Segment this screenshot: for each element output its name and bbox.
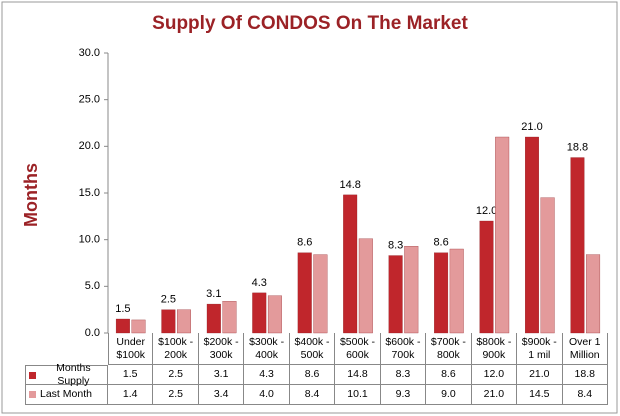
category-label: $400k - 500k [289,333,336,365]
legend-swatch [29,371,36,379]
table-value: 3.1 [198,365,245,385]
data-label: 8.3 [388,239,403,251]
bar [161,309,176,334]
category-label: $300k - 400k [244,333,290,365]
y-tick-label: 25.0 [79,94,100,106]
data-label: 4.3 [252,277,267,289]
data-label: 18.8 [567,141,588,153]
y-tick-label: 5.0 [85,280,100,292]
data-label: 12.0 [476,205,497,217]
bar [267,295,282,334]
category-label: $800k - 900k [471,333,518,365]
y-tick-label: 20.0 [79,140,100,152]
legend-swatch [29,391,36,398]
data-label: 14.8 [339,179,360,191]
bar [586,254,601,334]
data-label: 8.6 [297,237,312,249]
category-label: $600k - 700k [380,333,427,365]
bar [206,303,221,334]
table-value: 1.4 [108,385,154,405]
data-label: 8.6 [433,237,448,249]
table-value: 4.3 [244,365,290,385]
data-label: 21.0 [521,121,542,133]
bar [404,246,419,334]
category-label: $200k - 300k [198,333,245,365]
bar [479,220,494,334]
table-value: 9.0 [426,385,472,405]
category-label: $500k - 600k [335,333,381,365]
chart-title: Supply Of CONDOS On The Market [152,13,468,34]
table-value: 2.5 [153,365,199,385]
bar [540,197,555,334]
table-row: Last Month 1.4 2.5 3.4 4.0 8.4 10.1 9.3 9.0 21.0 1… [25,385,608,405]
table-value: 14.5 [517,385,563,405]
legend-label: Months Supply [56,362,91,387]
bar [313,254,328,334]
category-label: Under $100k [108,333,154,365]
table-corner [25,333,108,365]
table-value: 9.3 [380,385,427,405]
y-tick-label: 10.0 [79,234,100,246]
table-value: 8.6 [289,365,336,385]
legend-entry: Last Month [25,385,108,405]
data-label: 3.1 [206,288,221,300]
y-tick-label: 0.0 [85,327,100,339]
bar [131,319,146,334]
y-tick-label: 15.0 [79,187,100,199]
bar [343,194,358,334]
category-label: $900k - 1 mil [517,333,563,365]
category-label: Over 1 Million [562,333,608,365]
table-value: 14.8 [335,365,381,385]
data-label: 1.5 [115,303,130,315]
bar [570,157,585,334]
table-value: 8.4 [562,385,608,405]
bar [449,248,464,334]
data-table: Under $100k $100k - 200k $200k - 300k $300k… [25,333,608,405]
bar [222,301,237,334]
bar [388,255,403,334]
bar [434,252,449,334]
table-row: Months Supply 1.5 2.5 3.1 4.3 8.6 14.8 8.3 8.6 12… [25,362,608,387]
category-label: $100k - 200k [153,333,199,365]
bar [177,309,191,334]
legend-label: Last Month [40,388,92,400]
table-value: 21.0 [471,385,518,405]
y-axis-label: Months [21,163,41,227]
table-value: 2.5 [153,385,199,405]
table-value: 10.1 [335,385,381,405]
y-tick-label: 30.0 [79,47,100,59]
legend-entry: Months Supply [25,362,108,387]
table-value: 12.0 [471,365,518,385]
bar [358,238,373,334]
table-value: 3.4 [198,385,245,405]
bar [495,136,510,334]
bar [297,252,312,334]
category-label: $700k - 800k [426,333,472,365]
bar [252,292,267,334]
table-header-row: Under $100k $100k - 200k $200k - 300k $300k… [25,333,608,365]
table-value: 18.8 [562,365,608,385]
table-value: 4.0 [244,385,290,405]
data-label: 2.5 [161,294,176,306]
table-value: 8.6 [426,365,472,385]
bar [525,136,539,334]
table-value: 8.4 [289,385,336,405]
bar [115,318,130,334]
table-value: 8.3 [380,365,427,385]
table-value: 1.5 [108,365,154,385]
table-value: 21.0 [517,365,563,385]
